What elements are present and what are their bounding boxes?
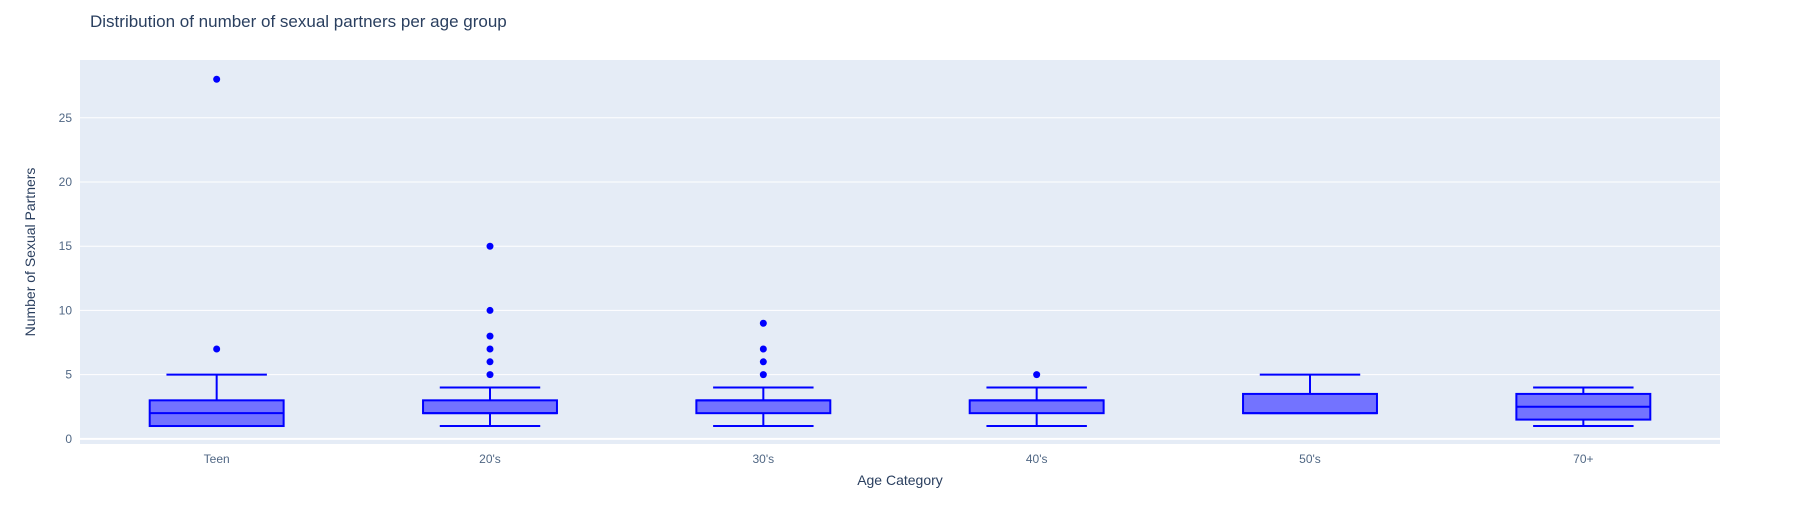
iqr-box (422, 399, 558, 415)
box-70 (1515, 386, 1652, 428)
x-tick-label: 40's (1026, 452, 1048, 466)
outlier-point (213, 345, 221, 353)
x-tick-label: Teen (204, 452, 230, 466)
iqr-box (968, 399, 1105, 415)
outlier-point (1033, 371, 1041, 379)
outlier-point (759, 358, 767, 366)
outlier-point (759, 371, 767, 379)
gridlines (80, 117, 1720, 440)
y-tick-labels: 0 5 10 15 20 25 (59, 111, 73, 446)
x-tick-label: 50's (1299, 452, 1321, 466)
x-tick-label: 30's (753, 452, 775, 466)
box-30s (695, 319, 832, 428)
box-teen (148, 75, 285, 428)
outlier-point (486, 332, 494, 340)
box-20s (422, 242, 558, 428)
outlier-point (759, 319, 767, 327)
y-tick-label: 25 (59, 111, 73, 125)
outlier-point (486, 358, 494, 366)
box-50s (1242, 373, 1378, 415)
x-axis-title: Age Category (857, 472, 943, 488)
y-axis-title: Number of Sexual Partners (22, 168, 38, 337)
outlier-point (486, 242, 494, 250)
outlier-point (213, 75, 221, 83)
y-tick-label: 5 (65, 368, 72, 382)
iqr-box (695, 399, 832, 415)
y-tick-label: 0 (65, 432, 72, 446)
y-tick-label: 15 (59, 239, 73, 253)
box-layer (148, 75, 1652, 428)
iqr-box (1242, 392, 1378, 415)
plot-area (80, 60, 1720, 444)
x-tick-label: 20's (479, 452, 501, 466)
outlier-point (486, 306, 494, 314)
chart-title: Distribution of number of sexual partner… (90, 12, 507, 31)
y-tick-label: 10 (59, 303, 73, 317)
y-tick-label: 20 (59, 175, 73, 189)
outlier-point (486, 371, 494, 379)
outlier-point (759, 345, 767, 353)
x-tick-label: 70+ (1573, 452, 1593, 466)
outlier-point (486, 345, 494, 353)
x-tick-labels: Teen 20's 30's 40's 50's 70+ (204, 452, 1594, 466)
box-40s (968, 371, 1105, 428)
